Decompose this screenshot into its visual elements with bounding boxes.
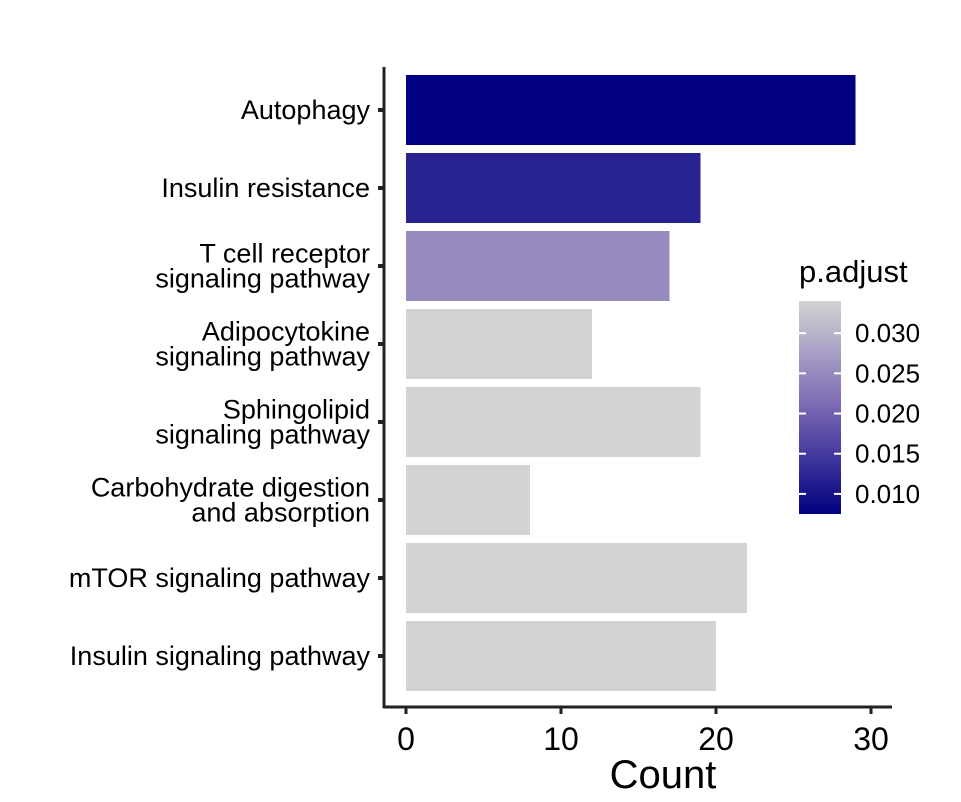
category-label: T cell receptor signaling pathway: [155, 239, 370, 294]
category-label: Insulin resistance: [161, 173, 370, 203]
category-labels: Autophagy Insulin resistance T cell recept…: [69, 95, 371, 671]
x-axis-title: Count: [610, 753, 717, 797]
x-tick-label: 30: [853, 721, 889, 757]
category-label: mTOR signaling pathway: [69, 563, 371, 593]
category-label: Adipocytokine signaling pathway: [155, 317, 370, 372]
category-label: Sphingolipid signaling pathway: [155, 395, 370, 450]
bar: [406, 309, 592, 379]
legend-tick-label: 0.025: [855, 358, 920, 388]
bar: [406, 543, 747, 613]
legend-tick-label: 0.010: [855, 479, 920, 509]
bar: [406, 621, 716, 691]
legend-colorbar: [799, 301, 841, 514]
legend-tick-label: 0.030: [855, 318, 920, 348]
legend: p.adjust 0.030 0.025 0.020 0.015 0.010: [799, 254, 920, 514]
legend-tick-label: 0.020: [855, 399, 920, 429]
legend-ticks: 0.030 0.025 0.020 0.015 0.010: [799, 318, 920, 509]
bars-group: [406, 75, 856, 691]
y-axis-ticks: [378, 108, 384, 658]
x-tick-label: 20: [698, 721, 734, 757]
x-tick-label: 10: [543, 721, 579, 757]
legend-tick-label: 0.015: [855, 439, 920, 469]
x-tick-label: 0: [397, 721, 415, 757]
bar: [406, 465, 530, 535]
bar: [406, 387, 701, 457]
bar: [406, 231, 670, 301]
legend-title: p.adjust: [799, 254, 908, 289]
category-label: Autophagy: [241, 95, 371, 125]
bar: [406, 75, 856, 145]
category-label: Carbohydrate digestion and absorption: [91, 473, 370, 528]
bar: [406, 153, 701, 223]
x-axis-ticks: 0 10 20 30: [397, 707, 889, 757]
category-label: Insulin signaling pathway: [70, 641, 371, 671]
